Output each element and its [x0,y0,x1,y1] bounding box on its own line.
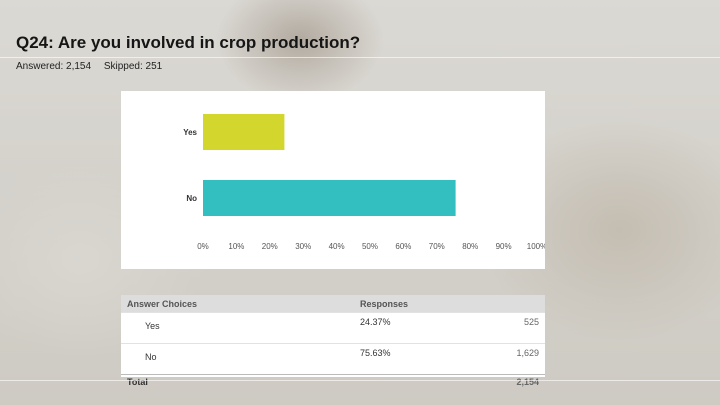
x-tick-label: 70% [429,242,445,251]
x-tick-label: 20% [262,242,278,251]
total-count: 2,154 [439,374,545,392]
row-choice: No [121,343,354,375]
row-count: 525 [439,312,545,344]
x-tick-label: 30% [295,242,311,251]
x-tick-label: 100% [527,242,545,251]
table-row: Yes 24.37% 525 [121,312,545,344]
bar-yes [203,114,285,150]
responses-table-panel: Answer Choices Responses Yes 24.37% 525 … [121,295,545,392]
bar-no [203,180,456,216]
chart-panel: Yes No 0% 10% 20% 30% 40% 50% 60% 70% 80% 90% 100% [121,91,545,269]
x-tick-label: 40% [329,242,345,251]
total-spacer [354,374,439,392]
title-divider [0,57,720,58]
question-title: Q24: Are you involved in crop production… [16,33,361,52]
category-label: Yes [183,128,197,137]
answered-count: Answered: 2,154 [16,61,92,72]
header-responses: Responses [354,295,545,313]
table-total-row: Total 2,154 [121,374,545,392]
row-choice: Yes [121,312,354,344]
header-answer-choices: Answer Choices [121,295,354,313]
bar-chart: Yes No 0% 10% 20% 30% 40% 50% 60% 70% 80% 90% 100% [183,114,545,251]
category-label: No [186,194,197,203]
x-tick-label: 10% [228,242,244,251]
responses-table: Answer Choices Responses Yes 24.37% 525 … [121,295,545,392]
table-header-row: Answer Choices Responses [121,295,545,313]
table-row: No 75.63% 1,629 [121,343,545,375]
x-tick-label: 0% [197,242,209,251]
total-label: Total [121,374,354,392]
skipped-count: Skipped: 251 [103,61,163,72]
row-percent: 75.63% [354,343,439,375]
row-count: 1,629 [439,343,545,375]
x-tick-label: 60% [395,242,411,251]
response-stats: Answered: 2,154 Skipped: 251 [16,61,162,72]
x-tick-label: 50% [362,242,378,251]
row-percent: 24.37% [354,312,439,344]
x-tick-label: 90% [496,242,512,251]
x-tick-label: 80% [462,242,478,251]
bottom-divider [0,380,720,381]
